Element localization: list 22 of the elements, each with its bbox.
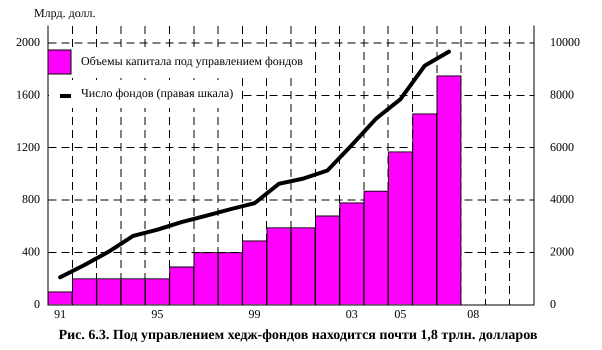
text: Рис. 6.3. Под управлением хедж-фондов находится почти 1,8 трлн. долларов xyxy=(58,328,538,344)
x-tick-label: 95 xyxy=(151,307,164,322)
x-tick-label: 91 xyxy=(54,307,66,322)
y-tick-label: 400 xyxy=(22,244,40,259)
y2-tick-label: 2000 xyxy=(550,244,574,259)
legend-label: Объемы капитала под управлением фондов xyxy=(81,54,304,68)
y-tick-label: 2000 xyxy=(16,35,40,50)
y-tick-label: 1200 xyxy=(16,140,40,154)
x-tick-label: 03 xyxy=(346,307,358,322)
y2-tick-label: 8000 xyxy=(550,88,574,102)
x-tick-label: 99 xyxy=(248,307,261,322)
y-tick-label: 800 xyxy=(22,192,40,206)
x-tick-label: 08 xyxy=(467,307,480,322)
legend-label: Число фондов (правая шкала) xyxy=(81,86,234,100)
y2-tick-label: 10000 xyxy=(550,35,580,50)
y2-tick-label: 6000 xyxy=(550,140,574,154)
y-tick-label: 1600 xyxy=(16,88,40,102)
y-tick-label: 0 xyxy=(34,296,40,311)
x-tick-label: 05 xyxy=(394,307,406,322)
y2-tick-label: 4000 xyxy=(550,192,574,206)
y-axis-title: Млрд. долл. xyxy=(34,6,96,20)
y2-tick-label: 0 xyxy=(550,296,556,311)
